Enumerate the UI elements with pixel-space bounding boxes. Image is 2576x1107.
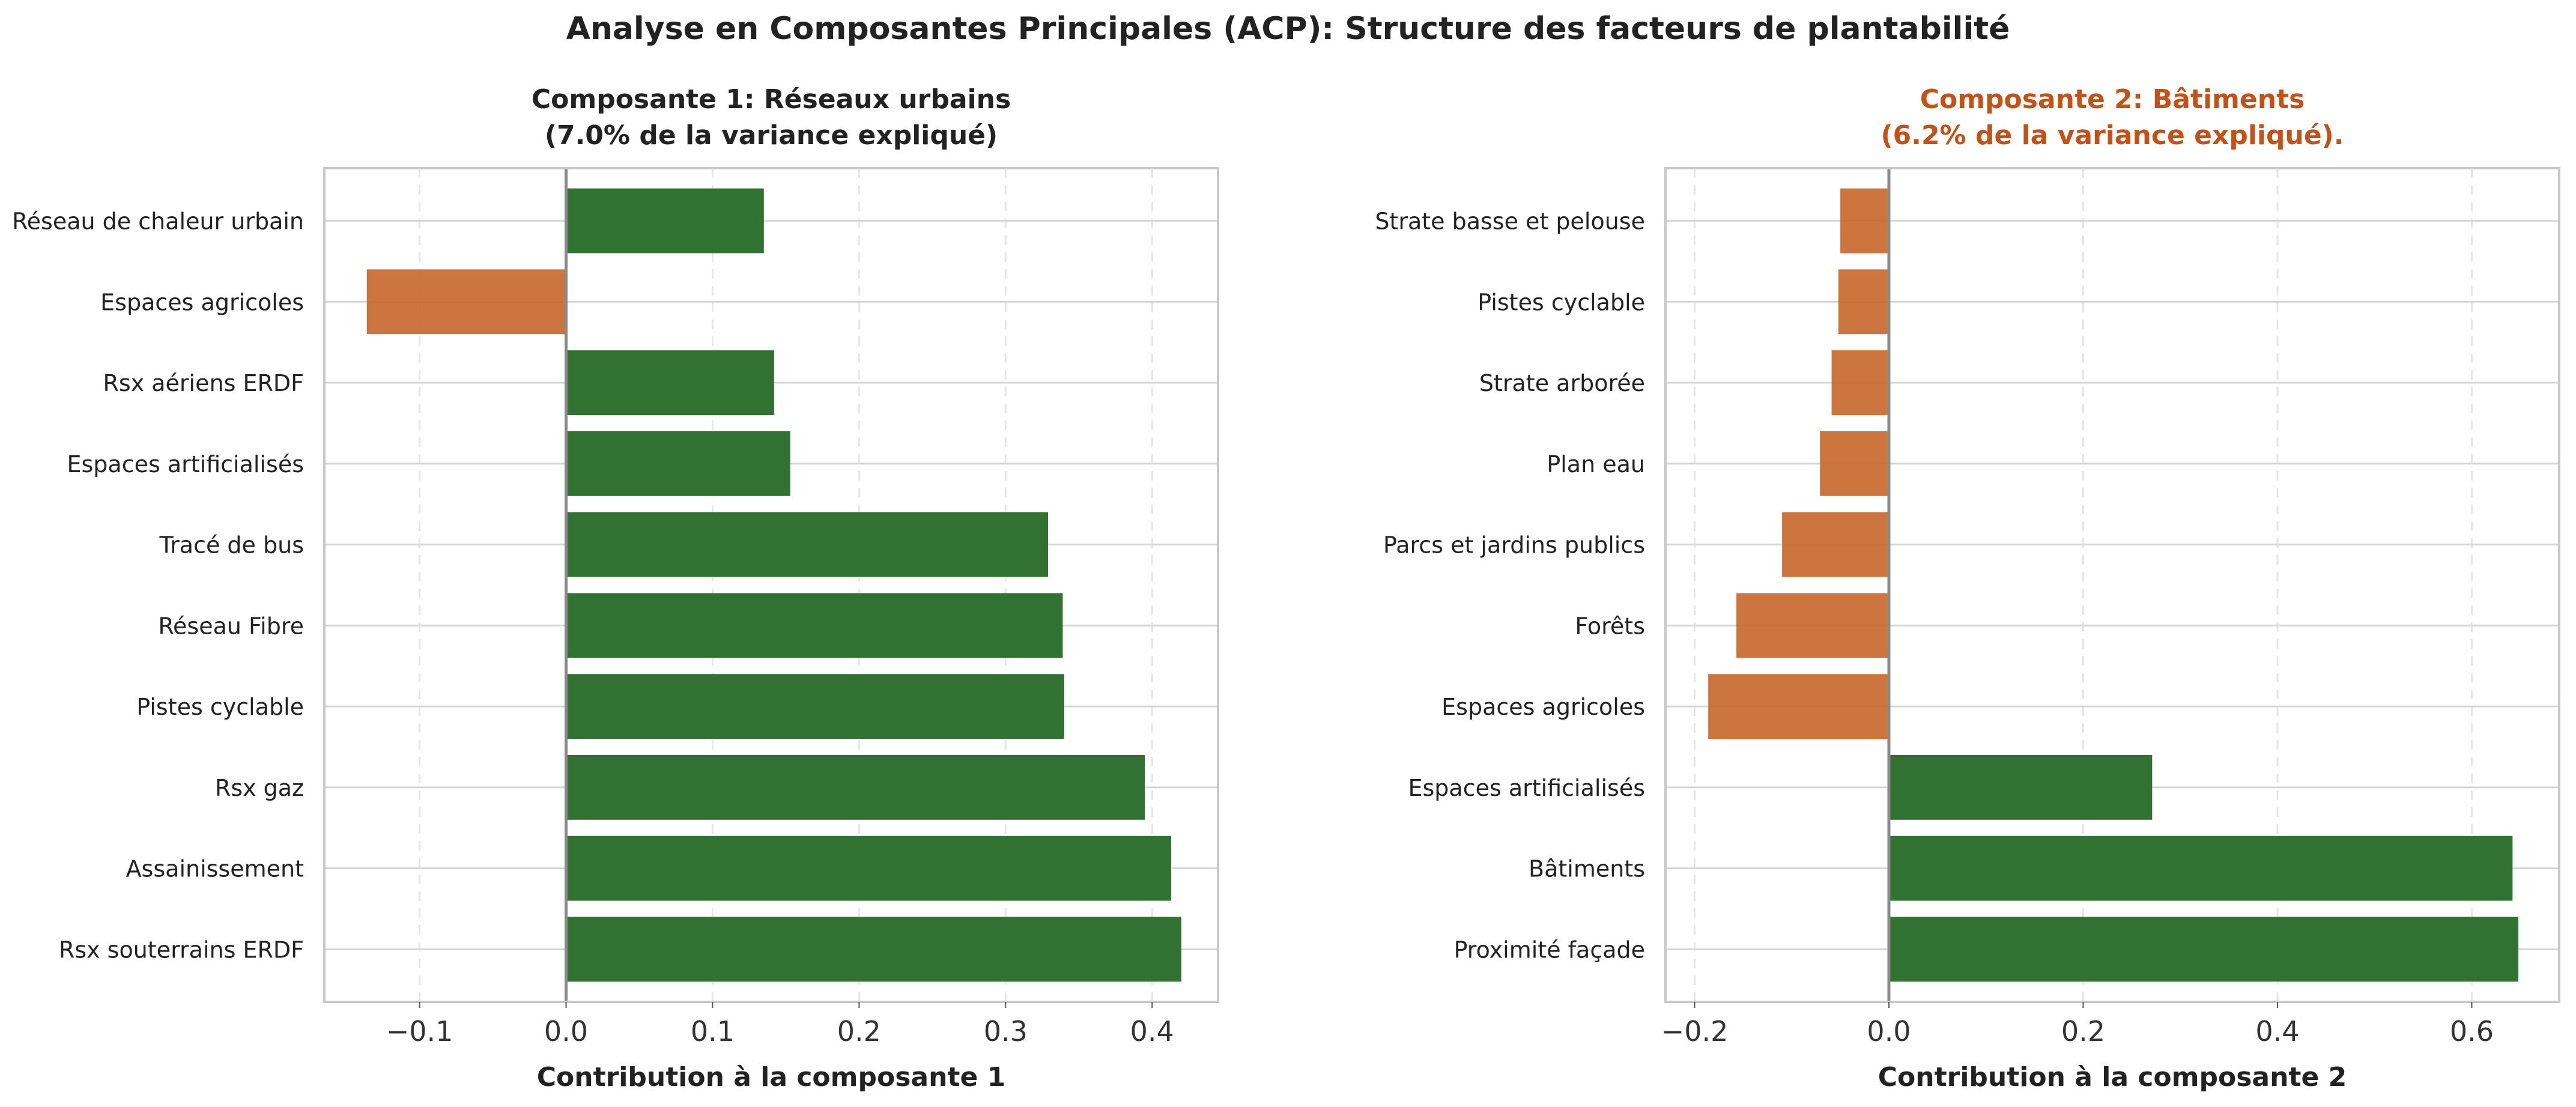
category-label: Strate arborée [1479,370,1645,396]
x-tick-label: 0.1 [691,1015,735,1048]
bar [1838,269,1889,335]
bar [1708,674,1889,739]
panel-title: Composante 2: Bâtiments [1920,84,2305,115]
category-label: Strate basse et pelouse [1375,208,1645,235]
bar [566,350,774,416]
x-axis-label: Contribution à la composante 1 [537,1062,1005,1093]
panel-subtitle: (6.2% de la variance expliqué). [1881,120,2344,151]
category-label: Réseau Fibre [158,613,304,639]
category-label: Assainissement [126,856,304,882]
category-label: Bâtiments [1529,856,1645,882]
plot-frame [323,167,1219,1003]
category-label: Plan eau [1547,451,1645,478]
bar [566,917,1182,982]
bar [1889,754,2153,820]
category-label: Pistes cyclable [136,694,304,720]
panel-title: Composante 1: Réseaux urbains [532,84,1011,115]
figure-suptitle: Analyse en Composantes Principales (ACP)… [566,11,2010,47]
bar [566,188,764,253]
bar [1782,512,1889,577]
category-label: Tracé de bus [159,532,304,559]
category-label: Rsx gaz [215,775,304,801]
bar [1889,836,2513,901]
bar [566,754,1145,820]
panel-subtitle: (7.0% de la variance expliqué) [545,120,998,151]
x-tick-label: 0.2 [2061,1015,2105,1048]
x-tick-label: 0.0 [1867,1015,1911,1048]
category-label: Réseau de chaleur urbain [12,208,304,235]
category-label: Rsx souterrains ERDF [59,936,304,963]
category-label: Pistes cyclable [1477,289,1645,315]
bar [566,512,1049,577]
chart-panel-2: Composante 2: Bâtiments (6.2% de la varia… [1375,84,2560,1093]
category-label: Espaces agricoles [100,289,304,315]
x-tick-label: −0.2 [1661,1015,1729,1048]
bar [566,593,1063,658]
category-label: Forêts [1575,613,1645,639]
chart-panel-1: Composante 1: Réseaux urbains (7.0% de la… [12,84,1219,1093]
category-label: Parcs et jardins publics [1383,532,1645,559]
x-tick-label: 0.4 [2255,1015,2299,1048]
bar [1840,188,1889,253]
bar [1820,431,1889,496]
bar [566,674,1064,739]
x-tick-label: 0.2 [837,1015,881,1048]
x-tick-label: 0.6 [2450,1015,2494,1048]
category-label: Rsx aériens ERDF [103,370,305,396]
bar [366,269,566,335]
x-tick-label: −0.1 [386,1015,453,1048]
category-label: Espaces artificialisés [1408,775,1646,801]
bar [1889,917,2519,982]
category-label: Proximité façade [1454,936,1645,963]
category-label: Espaces agricoles [1441,694,1645,720]
x-tick-label: 0.3 [984,1015,1028,1048]
bar [1736,593,1889,658]
bar [1831,350,1889,416]
bar [566,431,790,496]
plot-frame [1664,167,2560,1003]
x-tick-label: 0.0 [544,1015,588,1048]
category-label: Espaces artificialisés [67,451,305,478]
x-axis-label: Contribution à la composante 2 [1878,1062,2347,1093]
x-tick-label: 0.4 [1130,1015,1174,1048]
bar [566,836,1171,901]
